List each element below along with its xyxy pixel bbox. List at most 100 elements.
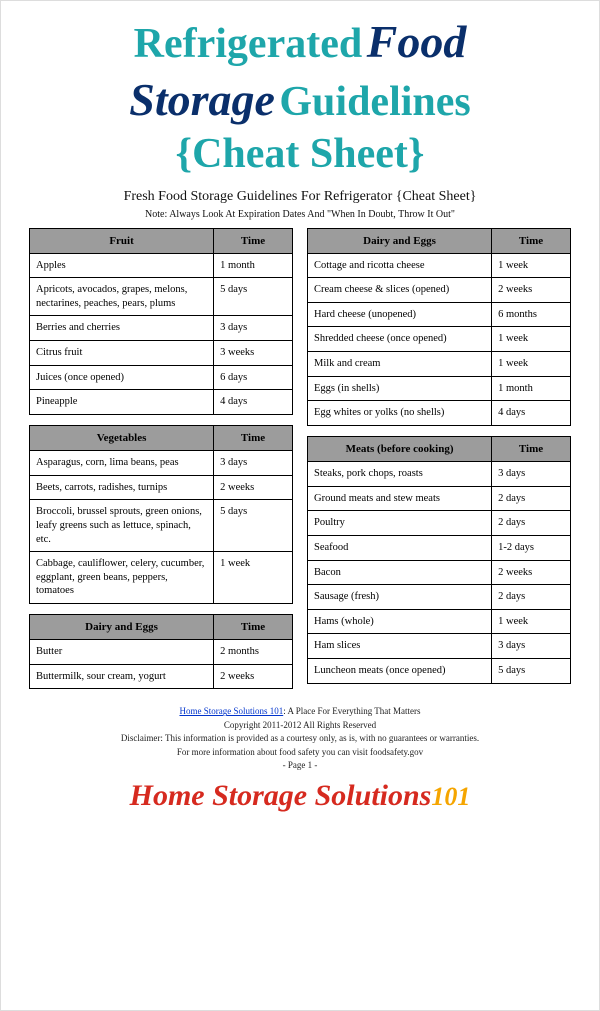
item-cell: Apples [30, 253, 214, 278]
subtitle: Fresh Food Storage Guidelines For Refrig… [1, 189, 599, 205]
table-row: Beets, carrots, radishes, turnips2 weeks [30, 475, 293, 500]
table-header-name: Dairy and Eggs [30, 615, 214, 640]
item-cell: Milk and cream [308, 352, 492, 377]
item-cell: Juices (once opened) [30, 365, 214, 390]
footer-more-info: For more information about food safety y… [177, 747, 423, 757]
right-column: Dairy and EggsTimeCottage and ricotta ch… [307, 228, 571, 700]
table-header-name: Fruit [30, 228, 214, 253]
storage-table: VegetablesTimeAsparagus, corn, lima bean… [29, 425, 293, 604]
item-cell: Apricots, avocados, grapes, melons, nect… [30, 278, 214, 316]
table-row: Buttermilk, sour cream, yogurt2 weeks [30, 664, 293, 689]
item-cell: Butter [30, 640, 214, 665]
table-row: Poultry2 days [308, 511, 571, 536]
table-header-time: Time [214, 425, 293, 450]
item-cell: Cabbage, cauliflower, celery, cucumber, … [30, 552, 214, 604]
table-row: Ground meats and stew meats2 days [308, 486, 571, 511]
time-cell: 3 days [492, 634, 571, 659]
time-cell: 1-2 days [492, 535, 571, 560]
time-cell: 2 days [492, 511, 571, 536]
title-word4: Guidelines [279, 79, 470, 125]
time-cell: 1 month [214, 253, 293, 278]
time-cell: 4 days [492, 401, 571, 426]
table-row: Cabbage, cauliflower, celery, cucumber, … [30, 552, 293, 604]
table-header-time: Time [492, 436, 571, 461]
item-cell: Steaks, pork chops, roasts [308, 461, 492, 486]
table-row: Hams (whole)1 week [308, 609, 571, 634]
table-row: Sausage (fresh)2 days [308, 585, 571, 610]
brand-main: Home Storage Solutions [130, 779, 432, 812]
footer-copyright: Copyright 2011-2012 All Rights Reserved [224, 720, 376, 730]
item-cell: Luncheon meats (once opened) [308, 659, 492, 684]
table-row: Ham slices3 days [308, 634, 571, 659]
title-word1: Refrigerated [134, 21, 363, 67]
item-cell: Ham slices [308, 634, 492, 659]
item-cell: Bacon [308, 560, 492, 585]
table-row: Hard cheese (unopened)6 months [308, 302, 571, 327]
table-row: Berries and cherries3 days [30, 316, 293, 341]
time-cell: 5 days [492, 659, 571, 684]
time-cell: 5 days [214, 500, 293, 552]
item-cell: Hams (whole) [308, 609, 492, 634]
footer-disclaimer: Disclaimer: This information is provided… [121, 733, 479, 743]
note: Note: Always Look At Expiration Dates An… [1, 209, 599, 220]
item-cell: Broccoli, brussel sprouts, green onions,… [30, 500, 214, 552]
table-row: Butter2 months [30, 640, 293, 665]
item-cell: Shredded cheese (once opened) [308, 327, 492, 352]
storage-table: Meats (before cooking)TimeSteaks, pork c… [307, 436, 571, 684]
storage-table: Dairy and EggsTimeCottage and ricotta ch… [307, 228, 571, 426]
time-cell: 6 days [214, 365, 293, 390]
time-cell: 3 days [214, 316, 293, 341]
table-header-name: Dairy and Eggs [308, 228, 492, 253]
item-cell: Hard cheese (unopened) [308, 302, 492, 327]
page-title: Refrigerated Food Storage Guidelines {Ch… [1, 1, 599, 187]
left-column: FruitTimeApples1 monthApricots, avocados… [29, 228, 293, 700]
table-header-name: Vegetables [30, 425, 214, 450]
item-cell: Egg whites or yolks (no shells) [308, 401, 492, 426]
item-cell: Beets, carrots, radishes, turnips [30, 475, 214, 500]
time-cell: 1 week [214, 552, 293, 604]
table-row: Egg whites or yolks (no shells)4 days [308, 401, 571, 426]
storage-table: FruitTimeApples1 monthApricots, avocados… [29, 228, 293, 415]
table-row: Cottage and ricotta cheese1 week [308, 253, 571, 278]
time-cell: 3 days [492, 461, 571, 486]
table-row: Cream cheese & slices (opened)2 weeks [308, 278, 571, 303]
item-cell: Sausage (fresh) [308, 585, 492, 610]
table-row: Bacon2 weeks [308, 560, 571, 585]
table-row: Citrus fruit3 weeks [30, 341, 293, 366]
title-word3: Storage [129, 74, 275, 125]
item-cell: Cottage and ricotta cheese [308, 253, 492, 278]
time-cell: 3 weeks [214, 341, 293, 366]
time-cell: 1 week [492, 253, 571, 278]
table-row: Eggs (in shells)1 month [308, 376, 571, 401]
item-cell: Ground meats and stew meats [308, 486, 492, 511]
footer: Home Storage Solutions 101: A Place For … [1, 705, 599, 773]
brand-num: 101 [431, 782, 470, 811]
table-row: Juices (once opened)6 days [30, 365, 293, 390]
time-cell: 1 month [492, 376, 571, 401]
table-row: Apricots, avocados, grapes, melons, nect… [30, 278, 293, 316]
table-row: Steaks, pork chops, roasts3 days [308, 461, 571, 486]
time-cell: 2 days [492, 585, 571, 610]
time-cell: 1 week [492, 327, 571, 352]
tables-container: FruitTimeApples1 monthApricots, avocados… [1, 228, 599, 700]
footer-tagline: : A Place For Everything That Matters [283, 706, 420, 716]
time-cell: 3 days [214, 450, 293, 475]
item-cell: Citrus fruit [30, 341, 214, 366]
time-cell: 2 days [492, 486, 571, 511]
table-header-time: Time [214, 615, 293, 640]
item-cell: Asparagus, corn, lima beans, peas [30, 450, 214, 475]
time-cell: 1 week [492, 609, 571, 634]
table-row: Pineapple4 days [30, 390, 293, 415]
item-cell: Eggs (in shells) [308, 376, 492, 401]
table-row: Seafood1-2 days [308, 535, 571, 560]
table-row: Broccoli, brussel sprouts, green onions,… [30, 500, 293, 552]
table-header-time: Time [492, 228, 571, 253]
time-cell: 6 months [492, 302, 571, 327]
table-header-time: Time [214, 228, 293, 253]
table-row: Milk and cream1 week [308, 352, 571, 377]
item-cell: Pineapple [30, 390, 214, 415]
table-header-name: Meats (before cooking) [308, 436, 492, 461]
title-word2: Food [367, 16, 467, 67]
time-cell: 2 months [214, 640, 293, 665]
footer-link[interactable]: Home Storage Solutions 101 [179, 706, 283, 716]
